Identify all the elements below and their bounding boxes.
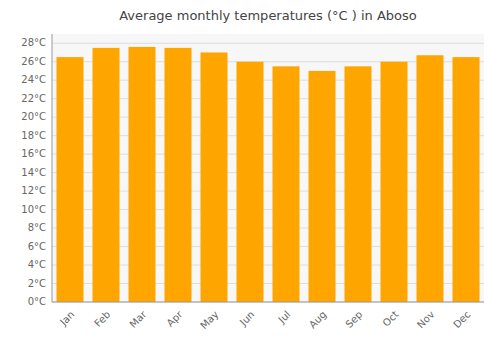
chart: 0°C 2°C 4°C 6°C 8°C 10°C 12°C 14°C 16°C 18°C 20°C 2… [0,0,500,350]
y-tick-label: 14°C [21,167,46,178]
bar [237,62,264,302]
x-tick-label: Oct [380,309,400,329]
y-axis-line [52,34,53,302]
bar [417,55,444,302]
x-tick-label: May [198,309,220,331]
x-tick-label: Jan [57,309,76,328]
x-tick-label: Mar [127,308,149,330]
y-tick-label: 16°C [21,148,46,159]
bar [57,57,84,302]
x-tick-label: Dec [451,309,472,330]
y-grid [52,43,484,302]
y-tick-label: 6°C [28,241,46,252]
bar [165,48,192,302]
bar [309,71,336,302]
x-tick-label: Sep [343,309,364,330]
y-tick-label: 24°C [21,74,46,85]
x-tick-label: Nov [415,309,437,331]
x-tick-label: Jul [275,309,292,326]
bar [93,48,120,302]
y-tick-label: 26°C [21,56,46,67]
y-tick-label: 22°C [21,93,46,104]
y-tick-label: 18°C [21,130,46,141]
bar [201,52,228,302]
y-tick-label: 28°C [21,37,46,48]
plot-background [52,34,484,302]
x-tick-label: Feb [92,309,112,329]
bar [381,62,408,302]
grid-line [52,302,484,303]
y-tick-label: 2°C [28,278,46,289]
bar [453,57,480,302]
y-tick-labels: 0°C 2°C 4°C 6°C 8°C 10°C 12°C 14°C 16°C 18°C 20°C 2… [21,37,46,307]
x-tick-label: Aug [307,309,329,331]
bars [57,47,480,302]
bar [129,47,156,302]
bar [345,66,372,302]
grid-line [52,43,484,44]
y-tick-label: 12°C [21,185,46,196]
x-tick-label: Apr [164,308,185,329]
x-axis-line [52,302,484,303]
y-tick-label: 4°C [28,259,46,270]
y-tick-label: 0°C [28,296,46,307]
bar [273,66,300,302]
y-tick-label: 10°C [21,204,46,215]
y-tick-label: 8°C [28,222,46,233]
chart-container: 0°C 2°C 4°C 6°C 8°C 10°C 12°C 14°C 16°C 18°C 20°C 2… [0,0,500,350]
y-tick-label: 20°C [21,111,46,122]
x-tick-label: Jun [237,309,257,329]
title: Average monthly temperatures (°C ) in Ab… [119,8,417,23]
x-tick-labels: Jan Feb Mar Apr May Jun Jul Aug Sep Oct Nov Dec [57,308,472,331]
